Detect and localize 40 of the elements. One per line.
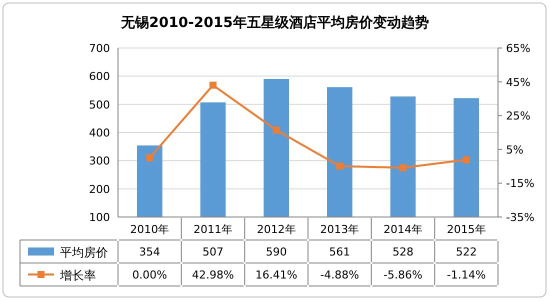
y2-tick-label: 65% (506, 42, 530, 55)
point (462, 156, 470, 164)
y2-tick-label: 25% (506, 110, 530, 123)
y-tick-label: 100 (89, 211, 110, 224)
x-tick-label: 2011年 (194, 223, 232, 236)
data-label: 354 (139, 246, 160, 258)
data-label: 528 (392, 246, 414, 258)
data-label: -1.14% (446, 268, 486, 282)
x-tick-label: 2013年 (320, 223, 360, 236)
legend-label: 增长率 (59, 268, 96, 282)
y-tick-label: 400 (89, 126, 110, 140)
data-label: 0.00% (132, 268, 168, 282)
data-label: 561 (329, 246, 350, 258)
point (336, 162, 344, 170)
data-label: -4.88% (320, 268, 360, 282)
y2-tick-label: -35% (506, 211, 534, 224)
data-label: 590 (266, 246, 287, 258)
legend-label: 平均房价 (60, 246, 108, 260)
data-label: 507 (202, 246, 224, 258)
y-tick-label: 300 (89, 154, 110, 168)
data-label: 522 (456, 246, 477, 258)
x-tick-label: 2014年 (384, 223, 422, 236)
y2-tick-label: -15% (506, 177, 534, 190)
y-tick-label: 500 (89, 98, 110, 112)
y-tick-label: 200 (89, 182, 110, 196)
x-tick-label: 2010年 (130, 223, 170, 236)
chart-title: 无锡2010-2015年五星级酒店平均房价变动趋势 (120, 14, 429, 31)
y2-tick-label: 5% (506, 143, 524, 156)
point (272, 126, 280, 134)
y2-tick-label: 45% (506, 76, 530, 89)
x-tick-label: 2015年 (446, 223, 486, 236)
point (210, 82, 216, 89)
point (146, 154, 154, 162)
data-label: 42.98% (192, 268, 234, 282)
y-tick-label: 700 (89, 42, 110, 55)
data-label: -5.86% (384, 268, 422, 282)
point (400, 164, 406, 172)
data-label: 16.41% (255, 268, 298, 282)
y-tick-label: 600 (89, 70, 110, 84)
x-tick-label: 2012年 (256, 223, 296, 236)
